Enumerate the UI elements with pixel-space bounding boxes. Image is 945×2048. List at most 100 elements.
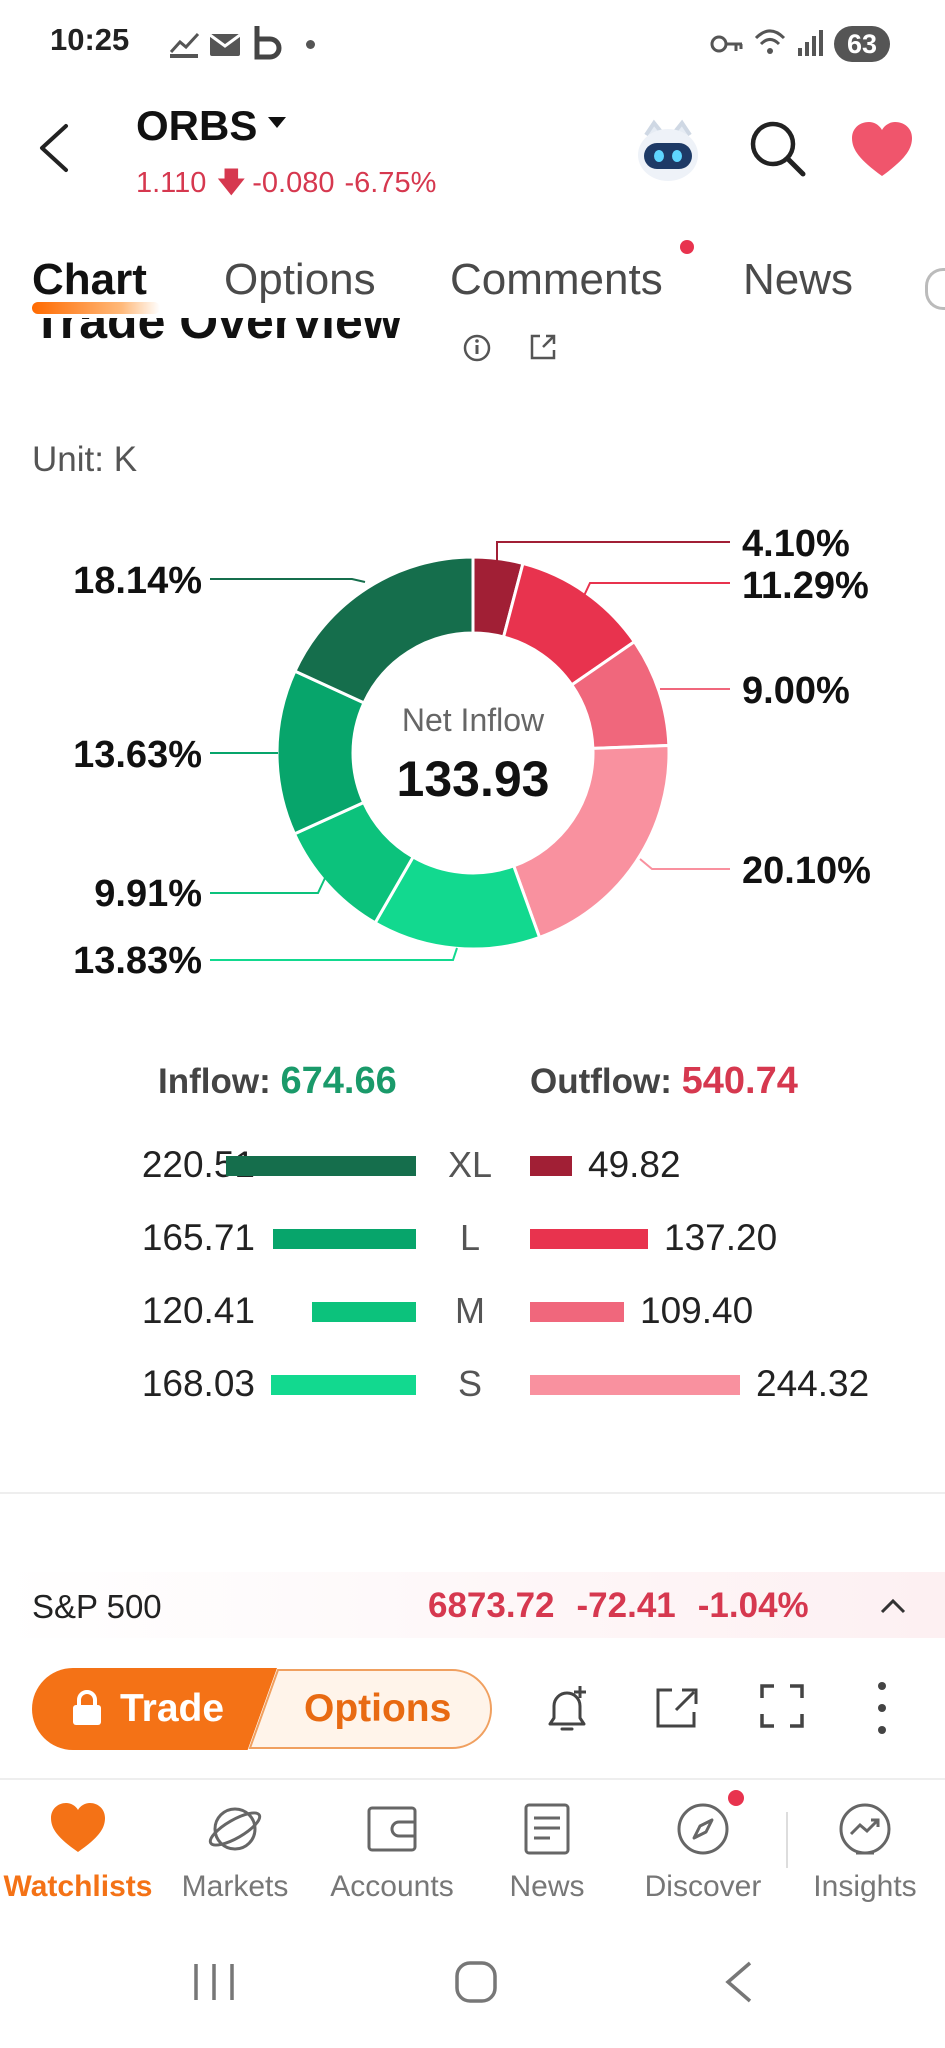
compass-icon [677, 1803, 729, 1855]
outflow-xl-bar [530, 1156, 572, 1176]
slice-label-xl-out: 4.10% [742, 523, 850, 565]
mail-notification-icon [209, 33, 241, 56]
nav-accounts[interactable]: Accounts [317, 1800, 467, 1920]
inflow-summary: Inflow: 674.66 [158, 1060, 397, 1103]
index-value: 6873.72 [428, 1586, 555, 1625]
inflow-value: 674.66 [280, 1060, 397, 1102]
slice-label-xl-in: 18.14% [73, 560, 202, 602]
trend-icon [839, 1803, 891, 1855]
category-s: S [457, 1363, 482, 1404]
center-value: 133.93 [397, 751, 550, 807]
ai-assistant-bot-icon[interactable] [632, 115, 704, 185]
favorite-heart-icon[interactable] [850, 120, 914, 180]
inflow-xl-bar [226, 1156, 416, 1176]
nav-watchlists[interactable]: Watchlists [3, 1800, 153, 1920]
ticker-dropdown-icon[interactable] [268, 117, 286, 128]
heart-icon [51, 1803, 105, 1852]
down-arrow-icon: 🡇 [216, 167, 247, 199]
category-l: L [459, 1217, 481, 1258]
tab-chart[interactable]: Chart [32, 255, 147, 304]
chevron-up-icon[interactable] [880, 1598, 906, 1614]
leader-line-xl-in [210, 578, 366, 583]
options-button-label[interactable]: Options [304, 1687, 452, 1730]
nav-discover[interactable]: Discover [628, 1800, 778, 1920]
fullscreen-icon[interactable] [758, 1682, 806, 1730]
vpn-key-icon [710, 35, 743, 53]
flow-row-s: 168.03 S 244.32 [0, 1359, 945, 1409]
active-tab-indicator [32, 302, 160, 314]
leader-line-m-in [210, 877, 326, 894]
price-change: -0.080 [252, 167, 335, 199]
tab-more-partial[interactable] [925, 268, 945, 310]
tab-options[interactable]: Options [224, 255, 376, 304]
leader-line-s-out [639, 858, 730, 870]
slice-label-m-in: 9.91% [94, 873, 202, 915]
slice-label-l-in: 13.63% [73, 734, 202, 776]
inflow-s-bar [271, 1375, 416, 1395]
outflow-label: Outflow: [530, 1062, 672, 1101]
nav-markets[interactable]: Markets [160, 1800, 310, 1920]
inflow-m-value: 120.41 [141, 1290, 255, 1331]
nav-markets-label: Markets [181, 1870, 289, 1903]
index-change: -72.41 [576, 1586, 676, 1625]
donut-slice-3 [511, 743, 671, 940]
index-values: 6873.72 -72.41 -1.04% [428, 1586, 831, 1626]
index-ticker-strip[interactable] [0, 1572, 945, 1638]
options-button[interactable] [248, 1668, 493, 1750]
discover-badge-dot [728, 1790, 744, 1806]
section-divider [0, 1492, 945, 1494]
price-change-pct: -6.75% [344, 167, 437, 199]
inflow-l-value: 165.71 [141, 1217, 255, 1258]
nav-accounts-label: Accounts [330, 1870, 454, 1903]
system-back-button[interactable] [724, 1960, 754, 2004]
wifi-icon [754, 29, 786, 54]
back-button[interactable] [28, 118, 88, 178]
info-icon[interactable] [462, 333, 492, 363]
outflow-l-value: 137.20 [664, 1217, 778, 1258]
category-m: M [455, 1290, 485, 1331]
inflow-m-bar [312, 1302, 416, 1322]
inflow-s-value: 168.03 [141, 1363, 255, 1404]
price-alert-bell-icon[interactable] [540, 1682, 594, 1736]
more-options-icon[interactable] [872, 1680, 892, 1736]
signal-icon [798, 30, 823, 56]
ticker-symbol[interactable]: ORBS [136, 102, 258, 149]
document-icon [524, 1803, 570, 1855]
bottom-nav-divider [0, 1778, 945, 1780]
more-notifications-dot [306, 40, 315, 49]
outflow-m-bar [530, 1302, 624, 1322]
flow-row-l: 165.71 L 137.20 [0, 1213, 945, 1263]
planet-icon [208, 1807, 262, 1851]
inflow-label: Inflow: [158, 1062, 271, 1101]
realtime-notification-icon [169, 32, 200, 58]
share-icon[interactable] [652, 1682, 702, 1732]
trade-button-label[interactable]: Trade [120, 1687, 225, 1730]
lock-icon [73, 1690, 101, 1725]
unit-label: Unit: K [32, 440, 138, 479]
wallet-icon [367, 1806, 417, 1852]
battery-indicator: 63 [834, 26, 890, 62]
system-home-button[interactable] [454, 1960, 498, 2004]
nav-discover-label: Discover [644, 1870, 762, 1903]
system-recent-apps-button[interactable] [192, 1962, 236, 2002]
share-icon[interactable] [528, 332, 558, 362]
category-xl: XL [447, 1144, 493, 1185]
b-app-notification-icon [254, 26, 282, 60]
flow-row-xl: 220.51 XL 49.82 [0, 1140, 945, 1190]
search-icon[interactable] [745, 116, 809, 180]
tab-news[interactable]: News [743, 255, 854, 304]
tab-comments[interactable]: Comments [450, 255, 663, 304]
index-change-pct: -1.04% [697, 1586, 809, 1625]
section-header: Trade Overview [0, 318, 945, 378]
trade-button[interactable] [32, 1668, 277, 1750]
nav-news[interactable]: News [472, 1800, 622, 1920]
leader-line-l-out [581, 582, 730, 601]
outflow-s-value: 244.32 [756, 1363, 870, 1404]
inflow-l-bar [273, 1229, 416, 1249]
nav-insights-label: Insights [813, 1870, 917, 1903]
flow-row-m: 120.41 M 109.40 [0, 1286, 945, 1336]
price-line: 1.110 🡇 -0.080 -6.75% [136, 162, 446, 211]
nav-insights[interactable]: Insights [790, 1800, 940, 1920]
outflow-summary: Outflow: 540.74 [530, 1060, 798, 1103]
nav-watchlists-label: Watchlists [3, 1870, 153, 1903]
